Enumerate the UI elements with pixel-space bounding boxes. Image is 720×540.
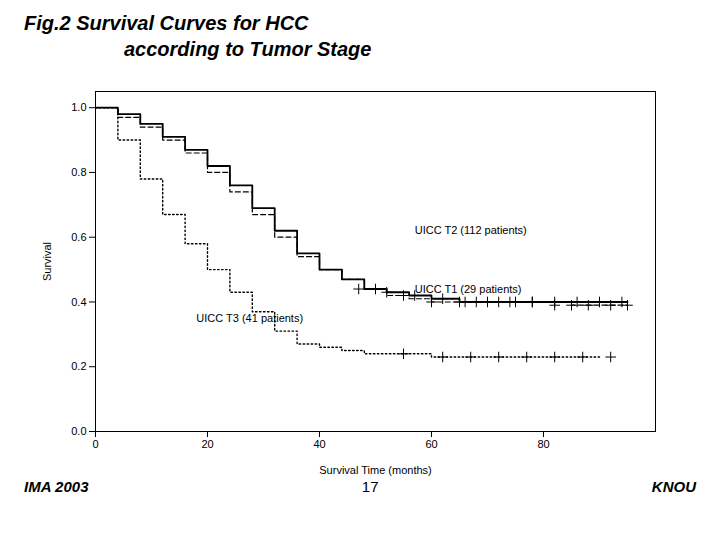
html-text:IMA 2003: IMA 2003 bbox=[24, 478, 89, 495]
svg-text:0.6: 0.6 bbox=[71, 231, 86, 243]
svg-text:40: 40 bbox=[313, 438, 325, 450]
svg-text:Survival: Survival bbox=[41, 242, 53, 281]
html-text:KNOU: KNOU bbox=[651, 478, 696, 495]
svg-text:UICC T2 (112 patients): UICC T2 (112 patients) bbox=[415, 224, 527, 236]
svg-text:0.0: 0.0 bbox=[71, 425, 86, 437]
html-text:Fig.2 Survival Curves for HCC: Fig.2 Survival Curves for HCC bbox=[24, 12, 309, 34]
html-text:according to Tumor Stage: according to Tumor Stage bbox=[124, 38, 372, 60]
svg-text:UICC T1 (29 patients): UICC T1 (29 patients) bbox=[415, 283, 522, 295]
svg-text:0.8: 0.8 bbox=[71, 166, 86, 178]
svg-text:80: 80 bbox=[537, 438, 549, 450]
html-text:17: 17 bbox=[361, 478, 379, 495]
svg-text:20: 20 bbox=[201, 438, 213, 450]
svg-text:1.0: 1.0 bbox=[71, 101, 86, 113]
svg-text:0: 0 bbox=[92, 438, 98, 450]
svg-text:0.2: 0.2 bbox=[71, 360, 86, 372]
svg-text:UICC T3 (41 patients): UICC T3 (41 patients) bbox=[196, 312, 303, 324]
svg-text:Survival Time (months): Survival Time (months) bbox=[319, 464, 431, 476]
svg-text:60: 60 bbox=[425, 438, 437, 450]
svg-text:0.4: 0.4 bbox=[71, 295, 86, 307]
